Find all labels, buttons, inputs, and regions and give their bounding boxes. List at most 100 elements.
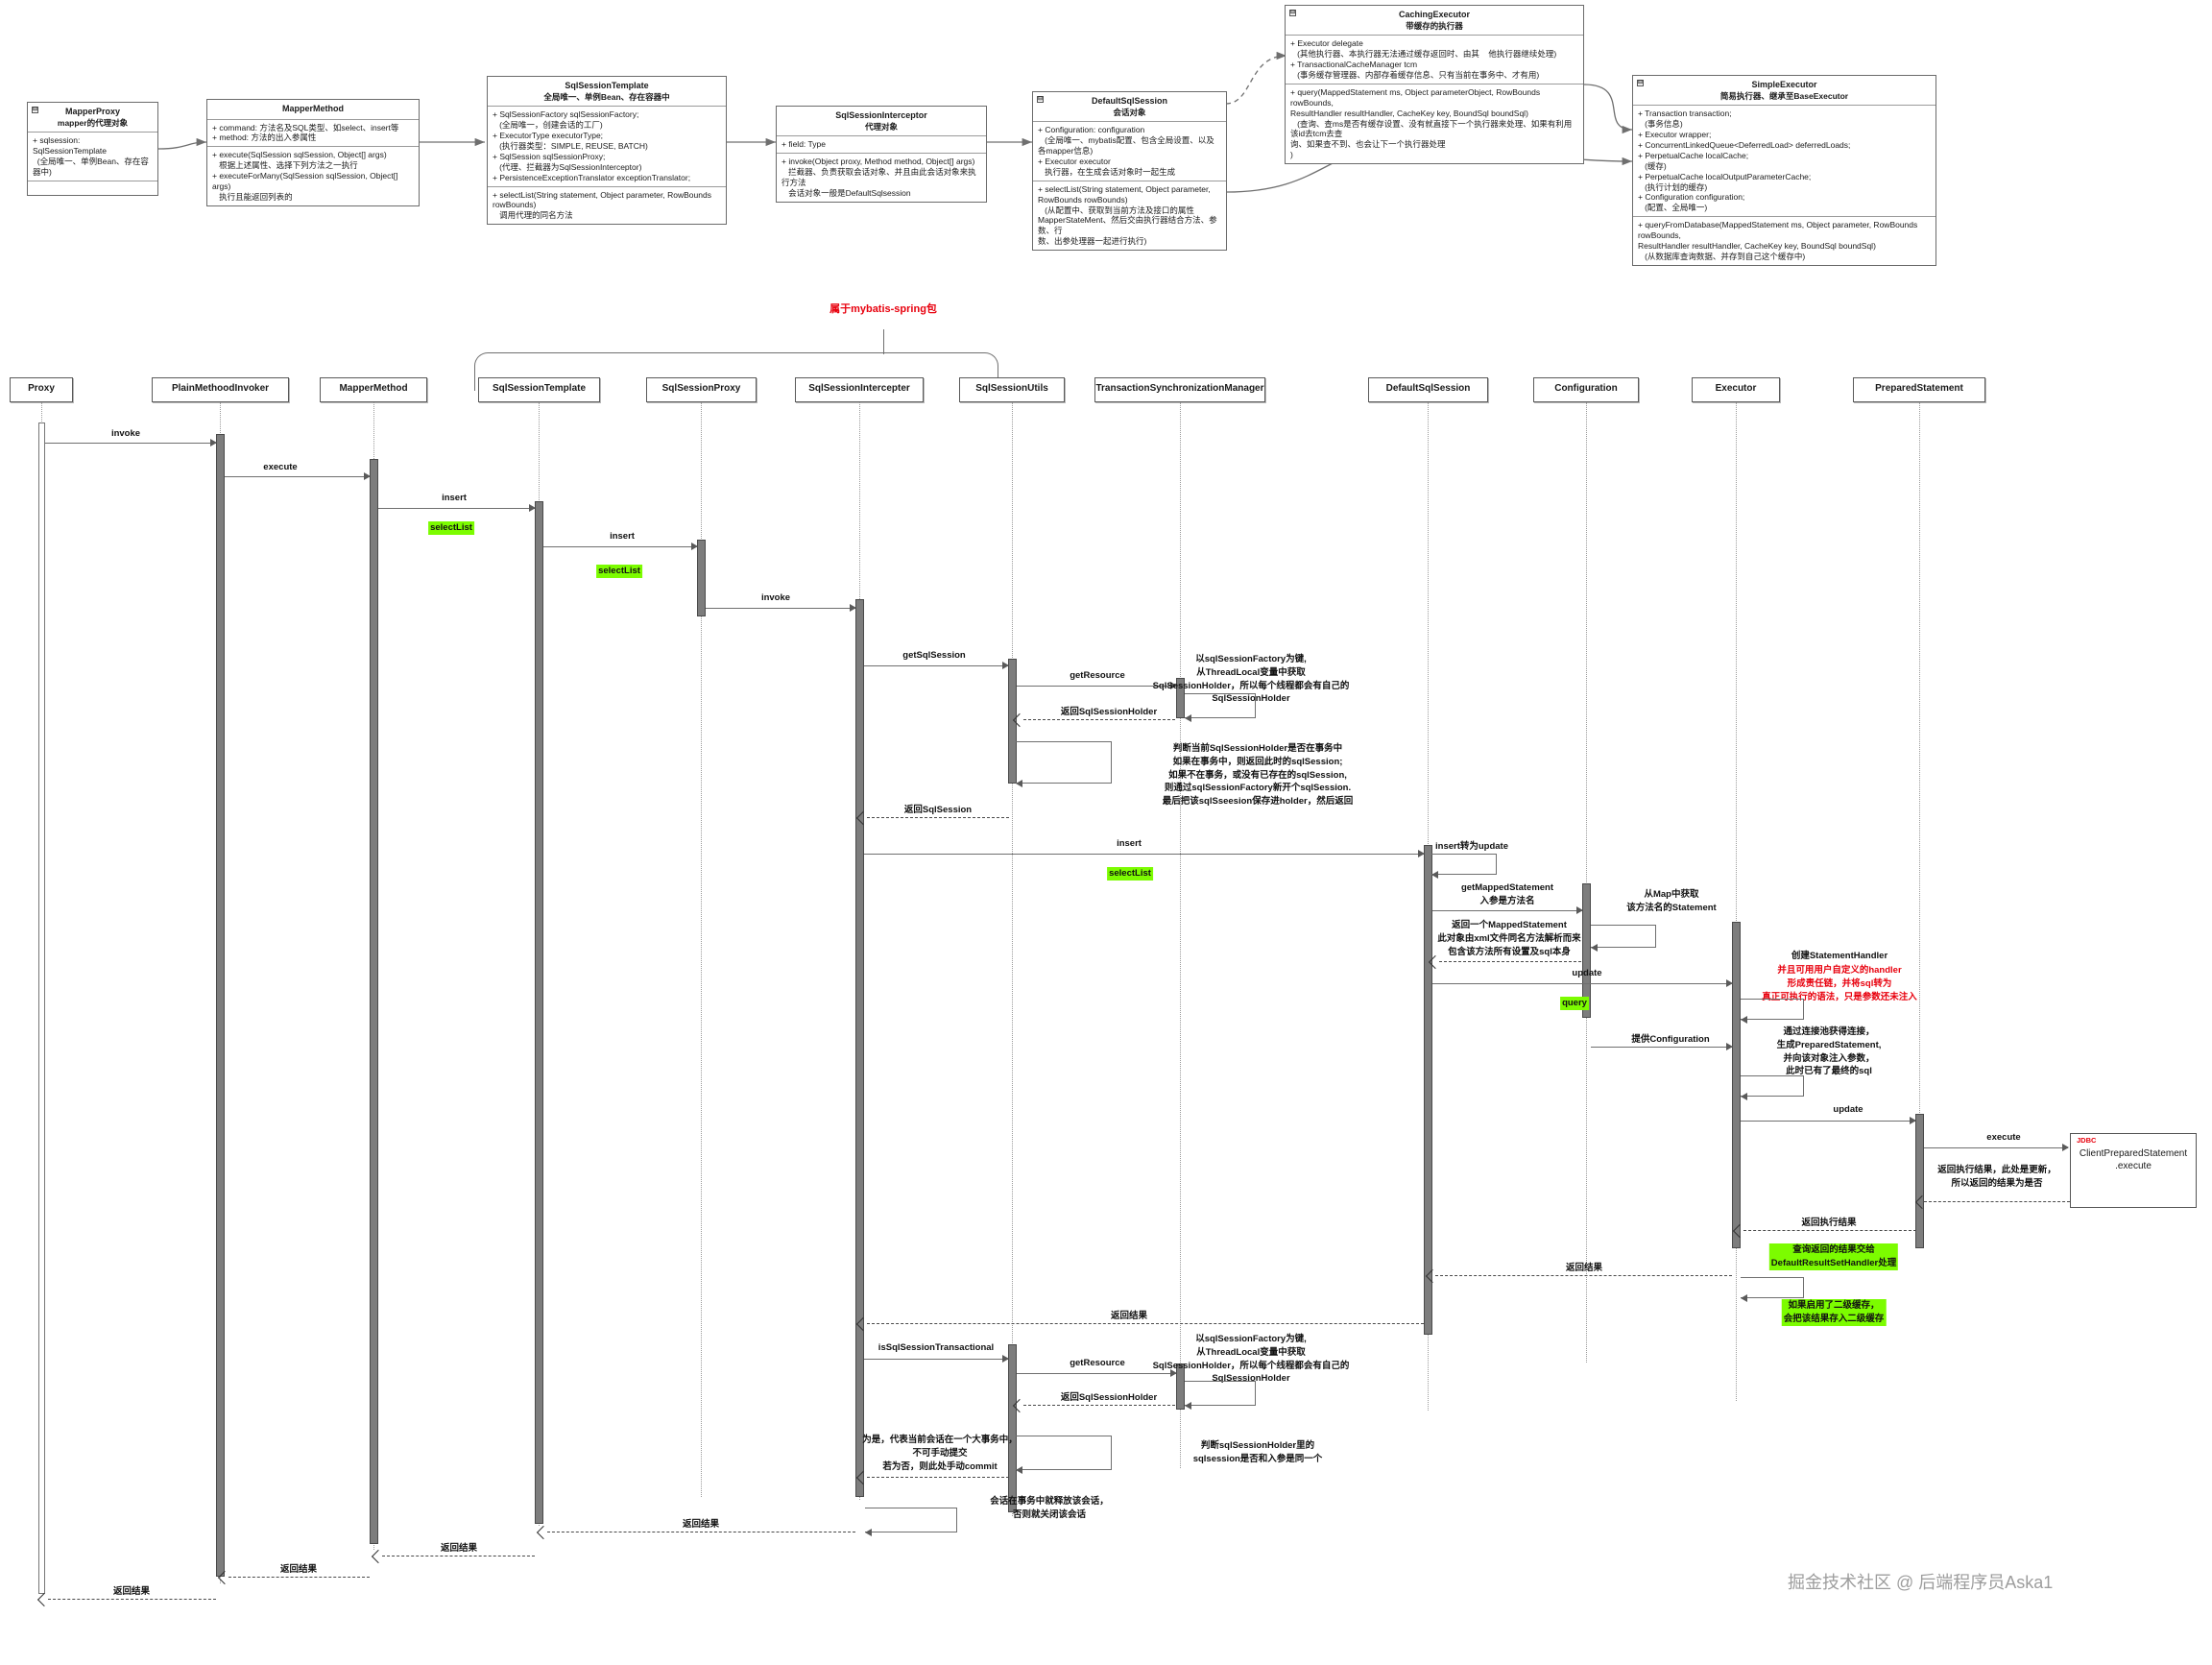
message-insert-3 [864,854,1424,855]
activation-executor [1732,922,1741,1248]
arrow-head [1726,1043,1733,1050]
attribute-line: + Executor wrapper; [1638,130,1712,140]
note-handler-chain: 并且可用用户自定义的handler 形成责任链，并将sql转为 真正可执行的语法… [1762,965,1917,1002]
message-return-exec-result-jdbc [1924,1201,2070,1202]
collapse-icon[interactable]: ⊟ [32,107,38,113]
lifeline-label: Executor [1715,383,1757,394]
lifeline-head-sqlsession-template[interactable]: SqlSessionTemplate [478,377,600,402]
lifeline-head-sqlsession-intercepter[interactable]: SqlSessionIntercepter [795,377,924,402]
lifeline-label: MapperMethod [339,383,408,394]
class-name: MapperProxy [64,107,121,116]
lifeline-transaction-sync-manager [1180,402,1181,1468]
class-header: SqlSessionInterceptor 代理对象 [777,107,986,137]
message-label: getMappedStatement 入参是方法名 [1460,882,1554,906]
lifeline-head-plain-method-invoker[interactable]: PlainMethoodInvoker [152,377,289,402]
arrow-head [1170,1369,1177,1377]
lifeline-head-default-sqlsession[interactable]: DefaultSqlSession [1368,377,1488,402]
lifeline-head-executor[interactable]: Executor [1692,377,1780,402]
note-holder-same-session: 判断sqlSessionHolder里的 sqlsession是否和入参是同一个 [1192,1440,1323,1464]
selfcall-loop-close-session [865,1508,957,1532]
collapse-icon[interactable]: ⊟ [1037,96,1044,103]
message-return-result-5 [228,1577,370,1578]
class-name: SqlSessionTemplate [565,81,649,90]
arrow-head [529,504,536,512]
message-label: 返回结果 [1565,1263,1603,1273]
attribute-line: + field: Type [781,139,826,150]
class-attributes: + command: 方法名及SQL类型、如select、insert等 + m… [207,120,419,148]
note-get-from-map: 从Map中获取 该方法名的Statement [1626,889,1717,913]
lifeline-label: PlainMethoodInvoker [171,383,270,394]
operation-line: + execute(SqlSession sqlSession, Object[… [212,150,387,171]
selfcall-loop-insert-to-update [1431,854,1497,875]
class-name: DefaultSqlSession [1091,96,1168,106]
activation-transaction-sync-manager-1 [1176,678,1185,718]
lifeline-sqlsession-proxy [701,402,702,1497]
lifeline-executor [1736,402,1737,1401]
attribute-line: + method: 方法的出入参属性 [212,133,317,143]
activation-sqlsession-template [535,501,543,1524]
collapse-icon[interactable]: ⊟ [1637,80,1644,86]
lifeline-head-proxy[interactable]: Proxy [10,377,73,402]
message-label: getResource [1070,1358,1125,1368]
arrow-head-open [36,1592,52,1607]
lifeline-head-sqlsession-utils[interactable]: SqlSessionUtils [959,377,1065,402]
lifeline-head-sqlsession-proxy[interactable]: SqlSessionProxy [646,377,757,402]
jdbc-note-text: ClientPreparedStatement .execute [2079,1148,2188,1171]
collapse-icon[interactable]: ⊟ [1289,10,1296,16]
lifeline-head-mapper-method[interactable]: MapperMethod [320,377,427,402]
note-sqlsession-holder-decision: 判断当前SqlSessionHolder是否在事务中 如果在事务中，则返回此时的… [1162,743,1354,808]
attribute-line: + SqlSessionFactory sqlSessionFactory; (… [493,109,639,131]
lifeline-label: TransactionSynchronizationManager [1095,383,1264,394]
lifeline-label: SqlSessionUtils [975,383,1048,394]
selfcall-loop-executor-1 [1741,999,1804,1020]
note-threadlocal-2: 以sqlSessionFactory为键, 从ThreadLocal变量中获取 … [1152,1334,1350,1385]
class-attributes: + Transaction transaction; (事务信息) + Exec… [1633,106,1936,218]
class-operations: + invoke(Object proxy, Method method, Ob… [777,154,986,202]
attribute-line: + sqlsession: SqlSessionTemplate (全局唯一、单… [33,135,149,178]
attribute-line: + Transaction transaction; (事务信息) [1638,109,1732,130]
operation-line: + selectList(String statement, Object pa… [1038,183,1217,247]
arrow-head [1741,1016,1747,1024]
highlight-second-level-cache: 如果启用了二级缓存， 会把该结果存入二级缓存 [1781,1299,1887,1326]
lifeline-label: SqlSessionTemplate [492,383,587,394]
message-label: 返回结果 [1110,1311,1148,1321]
message-label: insert [1117,838,1142,849]
arrow-head [364,472,371,480]
note-fold-icon [2184,1134,2196,1146]
lifeline-head-transaction-sync-manager[interactable]: TransactionSynchronizationManager [1094,377,1265,402]
message-label: execute [263,462,298,472]
arrow-head [210,439,217,446]
message-label: 返回执行结果 [1801,1218,1857,1228]
lifeline-head-configuration[interactable]: Configuration [1533,377,1639,402]
message-label: insert转为update [1435,841,1509,852]
message-return-holder-1 [1023,719,1175,720]
lifeline-head-prepared-statement[interactable]: PreparedStatement [1853,377,1985,402]
message-invoke-interceptor [706,608,855,609]
highlight-selectlist-1: selectList [428,521,474,535]
class-subtitle: 简易执行器、继承至BaseExecutor [1719,90,1849,101]
arrow-head-open [371,1549,386,1564]
message-label: 返回结果 [682,1519,720,1530]
note-release-or-close: 会话在事务中就释放该会话， 否则就关闭该会话 [990,1496,1109,1520]
activation-sqlsession-utils-1 [1008,659,1017,784]
note-create-statement-handler: 创建StatementHandler [1791,951,1888,961]
mybatis-spring-bracket [474,352,998,391]
arrow-head [1741,1093,1747,1100]
activation-configuration [1582,883,1591,1018]
class-operations [28,181,157,195]
class-attributes: + SqlSessionFactory sqlSessionFactory; (… [488,107,726,187]
message-update-1 [1432,983,1732,984]
message-label: getResource [1070,670,1125,681]
lifeline-label: DefaultSqlSession [1385,383,1471,394]
class-subtitle: 全局唯一、单例Bean、存在容器中 [543,91,670,102]
class-operations: + selectList(String statement, Object pa… [488,187,726,225]
highlight-selectlist-2: selectList [596,565,642,578]
message-label: getSqlSession [902,650,966,661]
class-header: ⊟ MapperProxy mapper的代理对象 [28,103,157,133]
message-return-result-6 [48,1599,216,1600]
attribute-line: + Executor delegate (其他执行器、本执行器无法通过缓存返回时… [1290,38,1557,60]
message-label: 返回执行结果，此处是更新， 所以返回的结果为是否 [1937,1165,2056,1189]
activation-prepared-statement [1915,1114,1924,1248]
mybatis-spring-bracket-stem [883,329,884,354]
